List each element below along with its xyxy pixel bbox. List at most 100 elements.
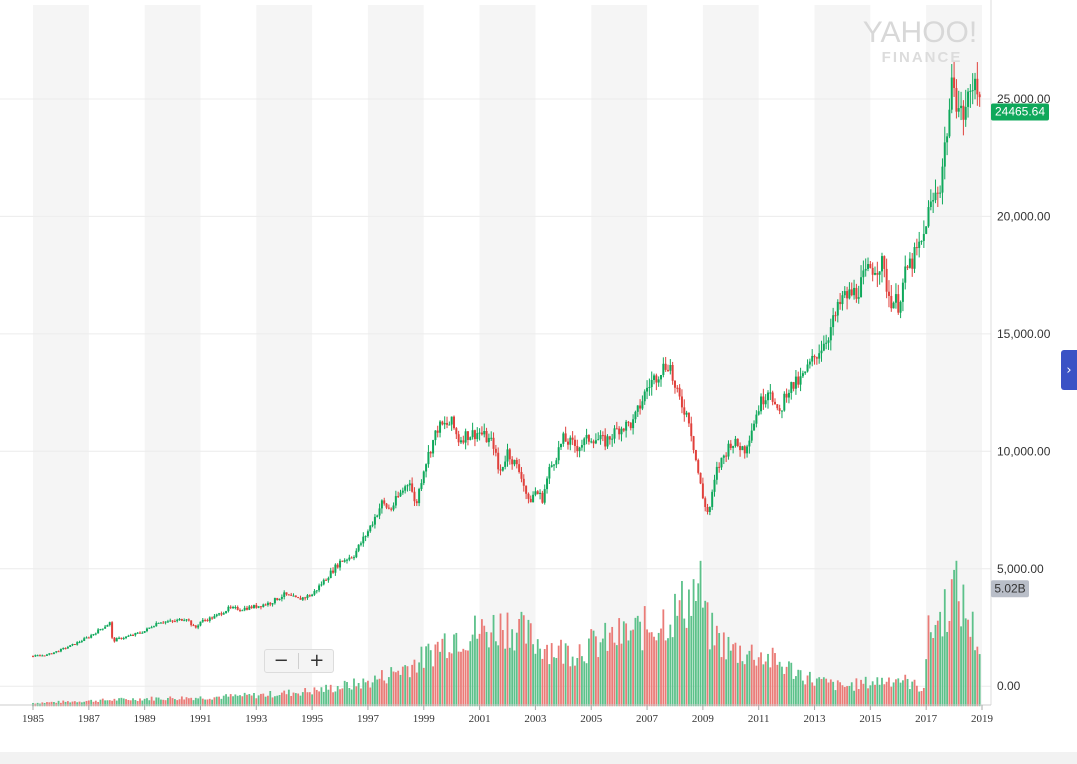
candle-body <box>245 607 248 610</box>
volume-bar <box>601 638 604 707</box>
volume-bar <box>618 618 621 707</box>
volume-bar <box>476 638 479 707</box>
volume-bar <box>232 696 234 707</box>
volume-bar <box>346 682 348 707</box>
volume-bar <box>876 677 879 707</box>
volume-bar <box>764 661 767 707</box>
expand-panel-button[interactable]: › <box>1061 350 1077 390</box>
candle-body <box>790 382 793 393</box>
volume-bar <box>141 700 144 707</box>
candle-body <box>36 655 39 657</box>
candle-body <box>734 438 737 446</box>
volume-bar <box>701 607 704 707</box>
year-band <box>814 5 871 705</box>
volume-bar <box>934 624 937 707</box>
volume-bar <box>504 648 507 707</box>
candle-body <box>104 626 107 629</box>
candle-body <box>711 491 714 507</box>
volume-bar <box>264 696 267 707</box>
volume-bar <box>127 699 130 707</box>
candle-body <box>897 294 900 313</box>
candle-body <box>801 373 804 377</box>
candle-body <box>362 536 365 544</box>
volume-bar <box>762 664 765 707</box>
candle-body <box>373 516 376 525</box>
candle-body <box>848 289 851 299</box>
volume-bar <box>832 681 835 707</box>
volume-bar <box>718 633 721 707</box>
volume-bar <box>257 695 260 707</box>
x-tick-label: 1987 <box>78 713 101 725</box>
candle-body <box>241 610 244 612</box>
candle-body <box>87 637 90 639</box>
volume-bar <box>955 560 958 707</box>
volume-bar <box>469 641 472 707</box>
volume-bar <box>604 622 607 707</box>
candle-body <box>506 449 509 462</box>
volume-bar <box>862 683 865 707</box>
candle-body <box>685 412 688 415</box>
volume-bar <box>187 698 190 707</box>
candle-body <box>704 498 707 508</box>
volume-bar <box>695 600 697 707</box>
candle-body <box>553 464 556 466</box>
price-tag: 24465.64 <box>991 103 1049 121</box>
candle-body <box>492 437 495 449</box>
volume-bar <box>478 633 481 707</box>
volume-bar <box>546 644 548 707</box>
volume-bar <box>66 701 69 707</box>
volume-bar <box>241 696 244 707</box>
candle-body <box>92 634 95 636</box>
volume-bar <box>394 672 397 707</box>
candle-body <box>715 466 718 480</box>
volume-bar <box>753 659 755 707</box>
volume-bar <box>497 645 500 707</box>
volume-bar <box>797 669 800 707</box>
zoom-in-button[interactable]: + <box>309 650 325 671</box>
volume-bar <box>269 690 272 707</box>
candle-body <box>136 632 139 634</box>
volume-bar <box>367 680 369 707</box>
volume-bar <box>767 653 769 707</box>
volume-bar <box>978 654 981 707</box>
volume-bar <box>834 690 837 707</box>
volume-bar <box>785 666 788 707</box>
volume-bar <box>329 684 332 707</box>
candle-body <box>880 256 883 272</box>
volume-bar <box>353 678 355 707</box>
volume-bar <box>527 619 530 707</box>
volume-bar <box>560 639 562 707</box>
volume-bar <box>839 682 842 707</box>
candle-body <box>660 375 663 380</box>
volume-bar <box>371 682 374 707</box>
volume-bar <box>548 664 551 707</box>
volume-bar <box>513 650 516 707</box>
volume-bar <box>64 701 67 707</box>
candle-body <box>727 443 730 457</box>
candle-body <box>239 609 242 611</box>
volume-bar <box>239 695 241 707</box>
volume-bar <box>920 691 923 707</box>
volume-bar <box>594 636 597 707</box>
volume-bar <box>474 615 476 707</box>
candle-body <box>883 256 886 269</box>
zoom-out-button[interactable]: − <box>273 650 289 671</box>
volume-bar <box>557 645 560 707</box>
candle-body <box>320 584 323 586</box>
volume-bar <box>157 697 160 707</box>
candle-body <box>694 450 697 461</box>
candle-body <box>504 461 507 467</box>
candle-body <box>960 105 963 109</box>
volume-bar <box>106 700 109 707</box>
volume-bar <box>755 665 758 707</box>
candle-body <box>622 428 625 431</box>
volume-bar <box>78 701 81 707</box>
candle-body <box>159 622 162 624</box>
volume-bar <box>185 697 188 707</box>
volume-bar <box>706 602 709 707</box>
volume-bar <box>341 688 344 707</box>
x-tick-label: 2013 <box>804 713 827 725</box>
candle-body <box>446 422 449 425</box>
